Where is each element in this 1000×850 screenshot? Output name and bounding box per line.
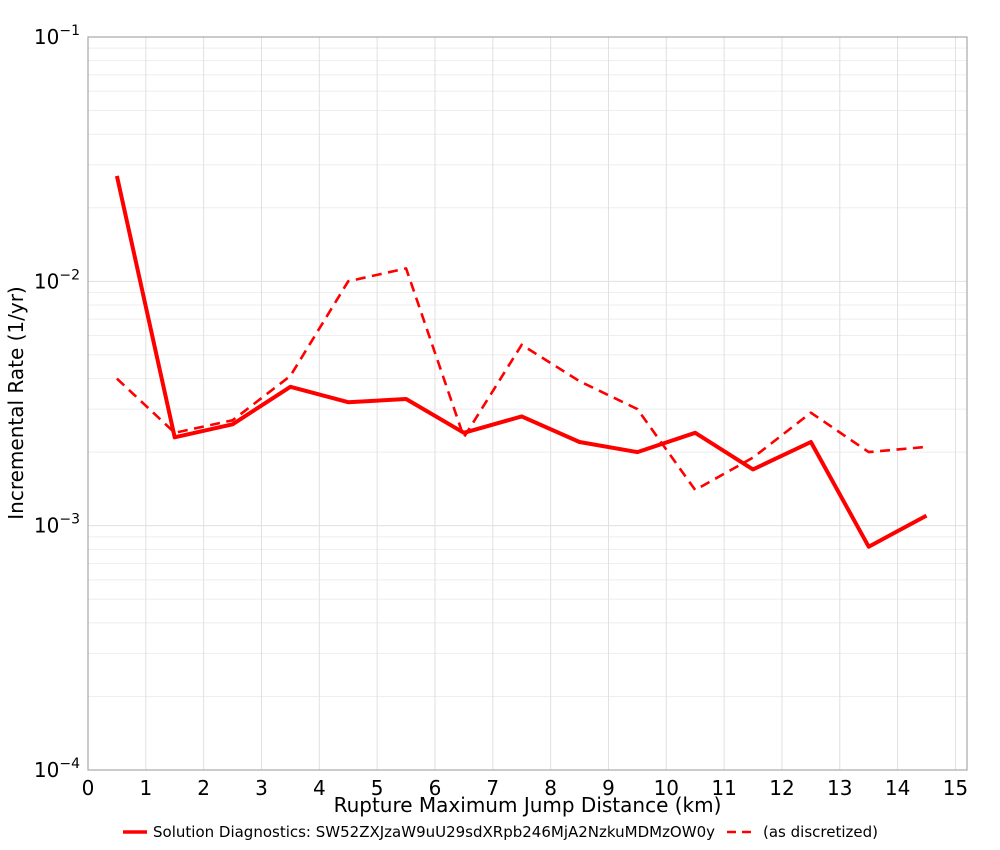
- y-tick-label: 10−2: [34, 267, 80, 293]
- plot-border: [87, 36, 968, 771]
- legend-label-dashed: (as discretized): [763, 823, 878, 841]
- x-tick-label: 10: [654, 776, 679, 800]
- x-tick-label: 0: [82, 776, 95, 800]
- series-solid-line: [114, 175, 928, 549]
- x-tick-label: 2: [197, 776, 210, 800]
- x-tick-label: 14: [885, 776, 910, 800]
- x-tick-label: 8: [544, 776, 557, 800]
- x-axis-title: Rupture Maximum Jump Distance (km): [333, 793, 722, 817]
- x-tick-label: 12: [769, 776, 794, 800]
- x-tick-label: 7: [486, 776, 499, 800]
- legend-label-solid: Solution Diagnostics: SW52ZXJzaW9uU29sdX…: [153, 823, 715, 841]
- x-tick-label: 5: [371, 776, 384, 800]
- grid-minor: [88, 47, 967, 697]
- x-tick-label: 9: [602, 776, 615, 800]
- y-tick-label: 10−4: [34, 756, 80, 782]
- legend: Solution Diagnostics: SW52ZXJzaW9uU29sdX…: [0, 823, 1000, 841]
- x-tick-label: 4: [313, 776, 326, 800]
- x-tick-label: 1: [139, 776, 152, 800]
- x-tick-labels: 0 1 2 3 4 5 6 7 8 9 10 11 12 13 14 15: [82, 776, 969, 800]
- x-tick-label: 11: [711, 776, 736, 800]
- solid-line-icon: [123, 830, 148, 834]
- y-axis-title: Incremental Rate (1/yr): [4, 286, 28, 520]
- y-tick-label: 10−1: [34, 23, 80, 49]
- x-tick-label: 3: [255, 776, 268, 800]
- x-tick-label: 6: [429, 776, 442, 800]
- x-tick-label: 13: [827, 776, 852, 800]
- x-tick-label: 15: [943, 776, 968, 800]
- dashed-line-icon: [727, 830, 757, 834]
- grid-major: [88, 37, 967, 770]
- y-tick-label: 10−3: [34, 512, 80, 538]
- y-tick-labels: 10−1 10−2 10−3 10−4: [34, 23, 80, 782]
- series-dashed-line: [116, 267, 927, 492]
